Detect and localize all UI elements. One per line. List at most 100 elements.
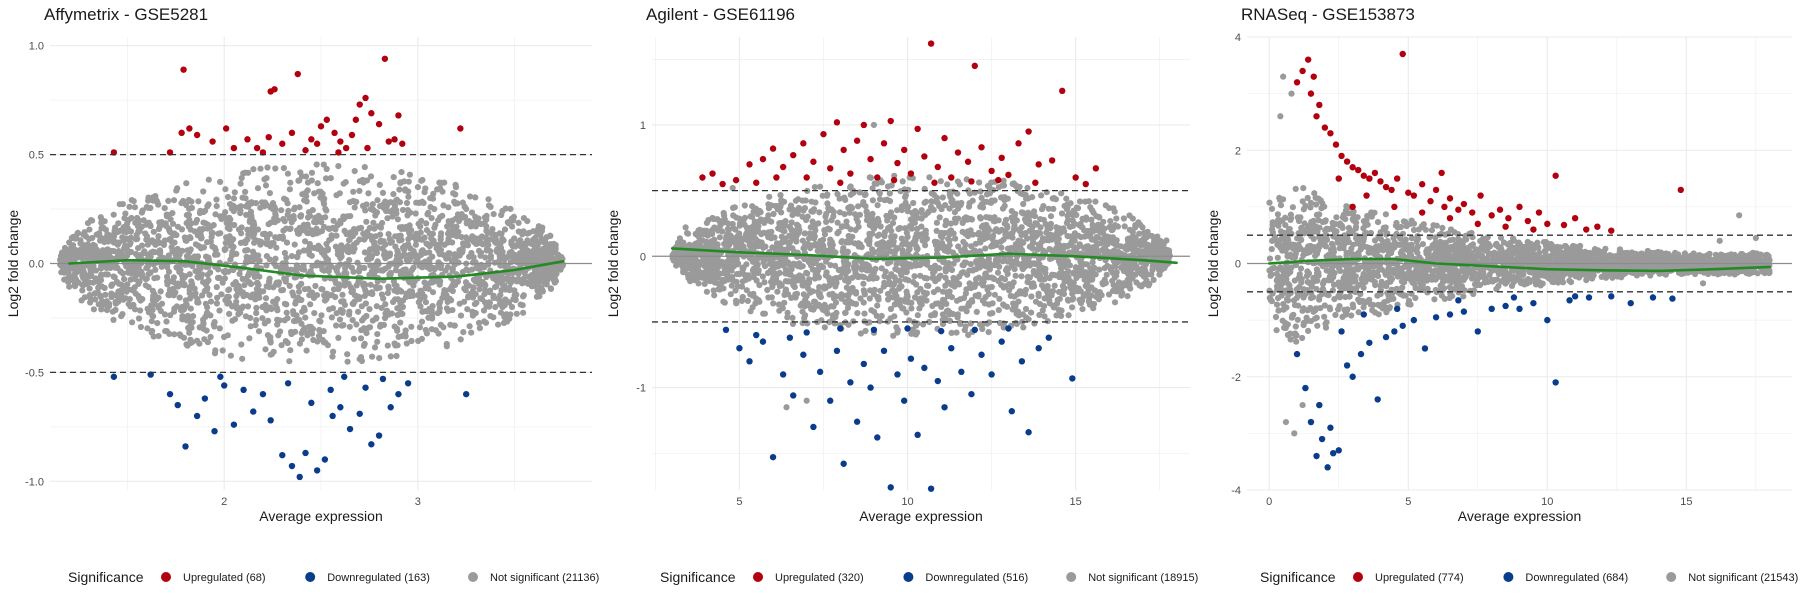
not-significant-point xyxy=(74,263,81,270)
not-significant-point xyxy=(812,199,819,206)
not-significant-point xyxy=(112,306,119,314)
not-significant-point xyxy=(263,175,270,182)
not-significant-point xyxy=(978,256,985,264)
not-significant-point xyxy=(967,283,974,290)
not-significant-point xyxy=(231,221,238,229)
not-significant-point xyxy=(142,276,149,283)
not-significant-point xyxy=(449,231,456,238)
not-significant-point xyxy=(533,293,541,300)
not-significant-point xyxy=(254,238,261,245)
not-significant-point xyxy=(977,215,984,222)
not-significant-point xyxy=(363,177,371,184)
not-significant-point xyxy=(1070,270,1077,277)
upregulated-point xyxy=(391,136,398,143)
not-significant-point xyxy=(1043,229,1050,236)
not-significant-point xyxy=(112,264,119,271)
not-significant-point xyxy=(1113,242,1120,249)
not-significant-point xyxy=(135,315,143,322)
not-significant-point xyxy=(268,306,275,313)
not-significant-point xyxy=(97,292,104,299)
not-significant-point xyxy=(306,292,313,299)
not-significant-point xyxy=(307,268,314,275)
not-significant-point xyxy=(366,324,374,331)
not-significant-point xyxy=(1030,268,1037,275)
not-significant-point xyxy=(449,267,456,274)
not-significant-point xyxy=(1065,312,1072,319)
not-significant-point xyxy=(501,302,508,309)
not-significant-point xyxy=(778,239,785,246)
not-significant-point xyxy=(863,217,871,224)
not-significant-point xyxy=(732,297,740,304)
not-significant-point xyxy=(330,286,338,293)
downregulated-point xyxy=(341,373,348,380)
not-significant-point xyxy=(353,198,360,205)
not-significant-point xyxy=(824,200,831,207)
not-significant-point xyxy=(196,209,203,217)
not-significant-point xyxy=(836,209,843,216)
not-significant-point xyxy=(869,210,876,217)
not-significant-point xyxy=(703,288,710,295)
not-significant-point xyxy=(1011,223,1018,230)
not-significant-point xyxy=(358,357,365,365)
not-significant-point xyxy=(860,280,867,287)
not-significant-point xyxy=(515,228,522,235)
downregulated-point xyxy=(259,390,267,398)
not-significant-point xyxy=(447,321,454,328)
not-significant-point xyxy=(1104,262,1111,269)
not-significant-point xyxy=(104,271,111,278)
not-significant-point xyxy=(150,292,157,299)
not-significant-point xyxy=(161,205,168,212)
not-significant-point xyxy=(371,246,379,253)
not-significant-point xyxy=(388,310,395,317)
not-significant-point xyxy=(147,223,154,230)
not-significant-point xyxy=(470,276,477,283)
not-significant-point xyxy=(998,244,1005,251)
not-significant-point xyxy=(249,254,257,261)
not-significant-point xyxy=(405,193,412,200)
not-significant-point xyxy=(199,292,206,299)
not-significant-point xyxy=(887,315,894,322)
not-significant-point xyxy=(374,197,381,204)
not-significant-point xyxy=(384,342,391,349)
not-significant-point xyxy=(703,227,710,234)
downregulated-point xyxy=(462,390,470,398)
not-significant-point xyxy=(132,236,139,243)
not-significant-point xyxy=(90,279,97,286)
not-significant-point xyxy=(539,224,546,231)
not-significant-point xyxy=(478,261,485,268)
not-significant-point xyxy=(990,232,997,240)
not-significant-point xyxy=(296,204,303,211)
not-significant-point xyxy=(187,339,194,347)
not-significant-point xyxy=(697,272,704,280)
not-significant-point xyxy=(481,291,488,298)
not-significant-point xyxy=(361,264,368,272)
not-significant-point xyxy=(1081,276,1088,283)
not-significant-point xyxy=(344,351,351,358)
not-significant-point xyxy=(262,295,270,302)
not-significant-point xyxy=(991,218,998,225)
not-significant-point xyxy=(157,288,164,295)
not-significant-point xyxy=(309,207,316,214)
not-significant-point xyxy=(102,226,109,233)
not-significant-point xyxy=(1088,216,1095,223)
not-significant-point xyxy=(151,275,158,282)
not-significant-point xyxy=(356,266,363,273)
not-significant-point xyxy=(750,274,757,281)
not-significant-point xyxy=(950,279,957,286)
upregulated-point xyxy=(265,133,272,141)
not-significant-point xyxy=(341,301,348,308)
not-significant-point xyxy=(320,339,327,346)
not-significant-point xyxy=(801,205,808,212)
not-significant-point xyxy=(342,179,349,186)
upregulated-point xyxy=(385,138,392,145)
not-significant-point xyxy=(910,199,917,207)
not-significant-point xyxy=(765,201,772,208)
not-significant-point xyxy=(482,319,490,326)
not-significant-point xyxy=(176,294,183,301)
not-significant-point xyxy=(878,179,885,186)
not-significant-point xyxy=(498,287,505,294)
not-significant-point xyxy=(942,274,949,281)
downregulated-point xyxy=(193,412,201,420)
not-significant-point xyxy=(155,233,162,240)
not-significant-point xyxy=(335,334,342,341)
